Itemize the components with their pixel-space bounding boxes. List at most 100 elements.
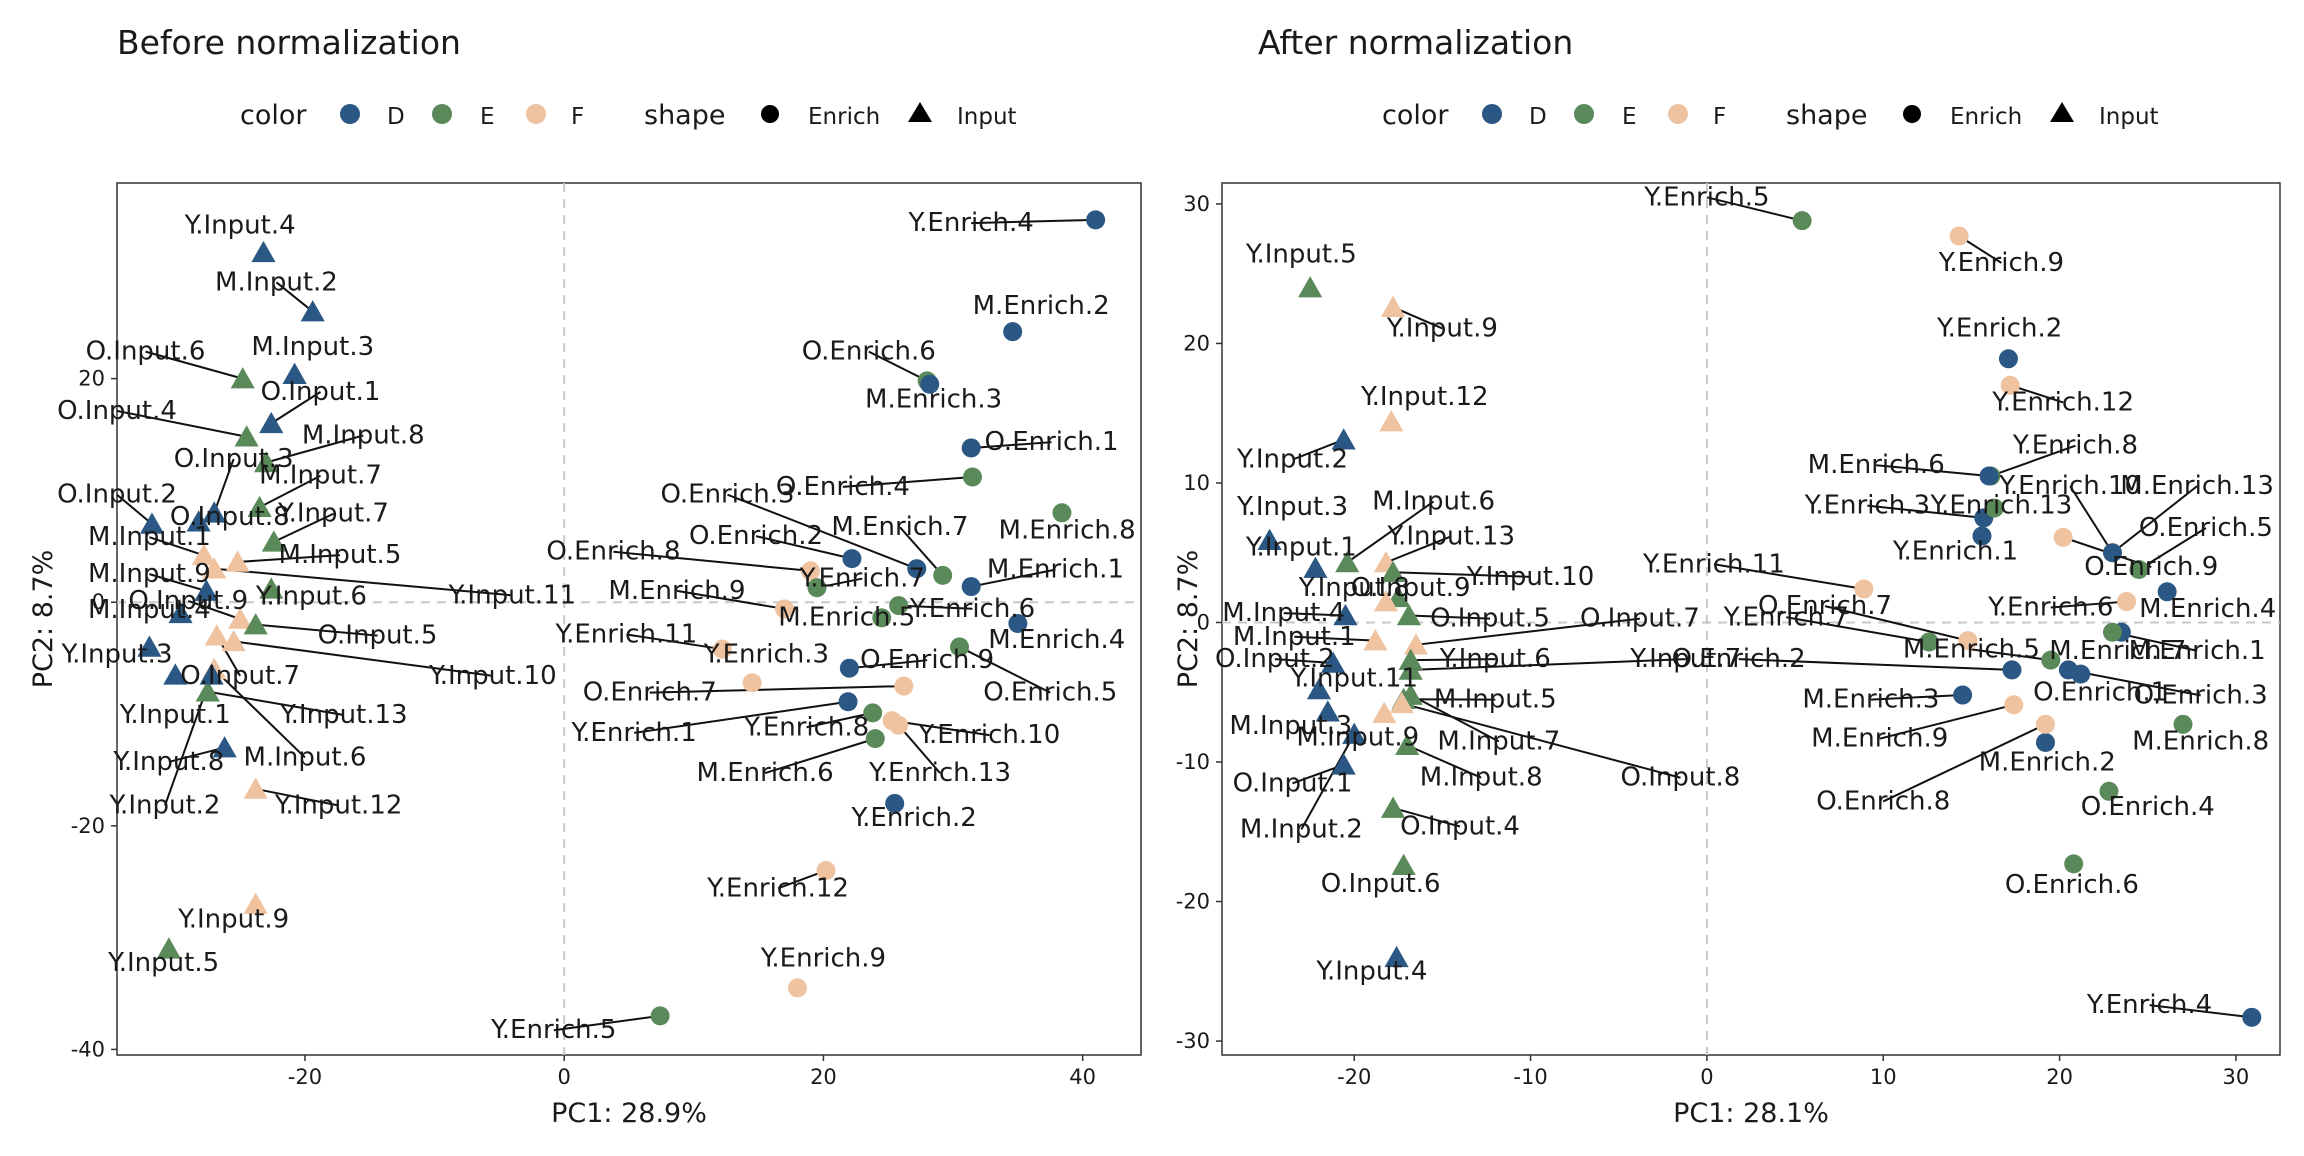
legend-key-D-label: D <box>387 104 405 130</box>
point-y-enrich-13 <box>889 716 908 735</box>
label-m-enrich-8: M.Enrich.8 <box>2132 726 2269 756</box>
label-o-input-5: O.Input.5 <box>318 621 438 651</box>
legend-shape-title: shape <box>644 100 725 131</box>
label-y-input-2: Y.Input.2 <box>108 791 220 821</box>
label-o-enrich-5: O.Enrich.5 <box>983 678 1117 708</box>
label-m-input-7: M.Input.7 <box>259 461 382 491</box>
legend-key-F-swatch <box>526 104 546 124</box>
label-m-enrich-13: M.Enrich.13 <box>2120 471 2274 501</box>
point-o-enrich-7 <box>894 677 913 696</box>
point-y-enrich-4 <box>2242 1008 2261 1027</box>
y-axis-label: PC2: 8.7% <box>1173 550 1204 689</box>
label-y-input-5: Y.Input.5 <box>1245 240 1357 270</box>
point-m-enrich-6 <box>1980 466 1999 485</box>
label-y-input-7: Y.Input.7 <box>277 499 389 529</box>
point-o-enrich-8 <box>2036 715 2055 734</box>
point-m-enrich-7 <box>933 566 952 585</box>
label-m-enrich-8: M.Enrich.8 <box>999 516 1136 546</box>
legend-key-E-label: E <box>1622 104 1637 130</box>
label-o-input-6: O.Input.6 <box>1321 869 1441 899</box>
legend-shape-input-label: Input <box>957 104 1017 130</box>
label-y-enrich-4: Y.Enrich.4 <box>2086 990 2212 1020</box>
point-y-enrich-5 <box>1793 211 1812 230</box>
label-y-enrich-11: Y.Enrich.11 <box>554 619 697 649</box>
label-y-input-11: Y.Input.11 <box>1289 664 1418 694</box>
label-m-input-9: M.Input.9 <box>1296 722 1419 752</box>
label-o-enrich-9: O.Enrich.9 <box>860 645 994 675</box>
legend-shape-title: shape <box>1786 100 1867 131</box>
x-tick-label: 30 <box>2223 1065 2250 1089</box>
x-tick-label: 0 <box>1700 1065 1713 1089</box>
label-m-input-6: M.Input.6 <box>1372 486 1495 516</box>
label-o-enrich-5: O.Enrich.5 <box>2139 513 2273 543</box>
legend-shape-enrich-label: Enrich <box>1950 104 2022 130</box>
legend-shape-enrich-swatch <box>1903 105 1921 123</box>
label-o-enrich-3: O.Enrich.3 <box>660 480 794 510</box>
chart-title: After normalization <box>1258 23 1573 62</box>
label-o-enrich-7: O.Enrich.7 <box>583 678 717 708</box>
y-tick-label: 30 <box>1183 192 1210 216</box>
label-o-enrich-9: O.Enrich.9 <box>2084 552 2218 582</box>
label-y-enrich-9: Y.Enrich.9 <box>1938 248 2064 278</box>
label-m-enrich-1: M.Enrich.1 <box>987 555 1124 585</box>
legend-key-F-label: F <box>571 104 584 130</box>
label-y-input-4: Y.Input.4 <box>184 210 296 240</box>
point-y-enrich-4 <box>1086 210 1105 229</box>
legend-shape-enrich-label: Enrich <box>808 104 880 130</box>
label-m-enrich-2: M.Enrich.2 <box>973 291 1110 321</box>
label-y-input-10: Y.Input.10 <box>1466 562 1595 592</box>
x-tick-label: 20 <box>810 1065 837 1089</box>
point-y-enrich-3 <box>743 673 762 692</box>
label-y-enrich-3: Y.Enrich.3 <box>703 640 829 670</box>
label-y-enrich-11: Y.Enrich.11 <box>1642 549 1785 579</box>
label-y-enrich-12: Y.Enrich.12 <box>1991 387 2134 417</box>
label-m-enrich-7: M.Enrich.7 <box>831 512 968 542</box>
label-m-enrich-9: M.Enrich.9 <box>1811 724 1948 754</box>
label-m-input-3: M.Input.3 <box>251 332 374 362</box>
label-y-input-11: Y.Input.11 <box>448 580 577 610</box>
point-y-enrich-1 <box>839 692 858 711</box>
label-o-enrich-6: O.Enrich.6 <box>2005 870 2139 900</box>
legend-color-title: color <box>1382 100 1449 131</box>
label-m-enrich-5: M.Enrich.5 <box>1903 634 2040 664</box>
label-o-input-5: O.Input.5 <box>1430 604 1550 634</box>
label-m-enrich-9: M.Enrich.9 <box>608 576 745 606</box>
label-m-input-8: M.Input.8 <box>1420 763 1543 793</box>
label-y-enrich-8: Y.Enrich.8 <box>743 712 869 742</box>
label-y-enrich-3: Y.Enrich.3 <box>1804 491 1930 521</box>
x-axis-label: PC1: 28.9% <box>551 1098 707 1129</box>
y-tick-label: 20 <box>1183 331 1210 355</box>
label-m-input-6: M.Input.6 <box>244 742 367 772</box>
legend-shape-enrich-swatch <box>761 105 779 123</box>
label-y-enrich-13: Y.Enrich.13 <box>1929 491 2072 521</box>
label-y-enrich-9: Y.Enrich.9 <box>760 944 886 974</box>
label-m-enrich-6: M.Enrich.6 <box>697 758 834 788</box>
x-tick-label: 40 <box>1069 1065 1096 1089</box>
label-y-enrich-1: Y.Enrich.1 <box>1892 537 2018 567</box>
label-m-enrich-6: M.Enrich.6 <box>1808 450 1945 480</box>
chart-title: Before normalization <box>117 23 461 62</box>
label-o-input-2: O.Input.2 <box>57 480 177 510</box>
label-y-enrich-7: Y.Enrich.7 <box>1723 602 1849 632</box>
label-o-input-9: O.Input.9 <box>128 586 248 616</box>
legend-key-F-swatch <box>1668 104 1688 124</box>
label-m-input-5: M.Input.5 <box>279 540 402 570</box>
label-m-input-1: M.Input.1 <box>88 522 211 552</box>
label-o-enrich-1: O.Enrich.1 <box>985 427 1119 457</box>
label-y-enrich-7: Y.Enrich.7 <box>799 564 925 594</box>
label-y-input-4: Y.Input.4 <box>1315 957 1427 987</box>
label-y-input-1: Y.Input.1 <box>119 700 231 730</box>
y-tick-label: -40 <box>71 1037 105 1061</box>
label-y-input-8: Y.Input.8 <box>112 747 224 777</box>
label-y-input-12: Y.Input.12 <box>274 791 403 821</box>
label-m-input-5: M.Input.5 <box>1434 685 1557 715</box>
label-y-enrich-10: Y.Enrich.10 <box>917 720 1060 750</box>
legend-shape-input-label: Input <box>2099 104 2159 130</box>
label-o-input-1: O.Input.1 <box>261 377 381 407</box>
label-m-enrich-4: M.Enrich.4 <box>2139 594 2276 624</box>
legend-color-title: color <box>240 100 307 131</box>
label-y-enrich-1: Y.Enrich.1 <box>571 718 697 748</box>
label-o-input-8: O.Input.8 <box>1621 763 1741 793</box>
legend-key-D-label: D <box>1529 104 1547 130</box>
label-y-input-10: Y.Input.10 <box>428 661 557 691</box>
